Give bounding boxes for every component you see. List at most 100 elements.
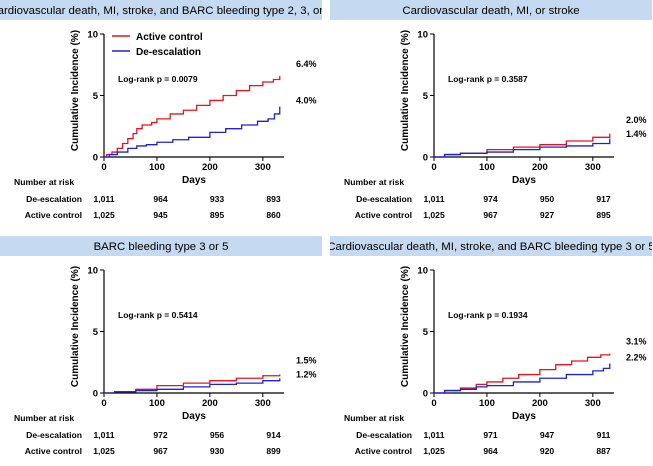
y-tick-label: 10 — [87, 266, 98, 277]
y-tick-label: 5 — [423, 91, 429, 102]
y-tick-label: 10 — [417, 30, 428, 41]
logrank-p-value: Log-rank p = 0.3587 — [448, 74, 528, 84]
km-panel-top-left: Cardiovascular death, MI, stroke, and BA… — [0, 0, 322, 228]
risk-value: 947 — [540, 430, 555, 440]
km-chart-svg: Cardiovascular death, MI, stroke, and BA… — [330, 236, 652, 456]
risk-value: 1,011 — [423, 430, 444, 440]
risk-value: 945 — [153, 210, 168, 220]
y-axis-label: Cumulative Incidence (%) — [400, 30, 411, 151]
x-tick-label: 200 — [202, 398, 218, 409]
x-axis-label: Days — [182, 175, 206, 186]
risk-value: 971 — [483, 430, 498, 440]
x-tick-label: 0 — [101, 398, 106, 409]
y-tick-label: 0 — [93, 153, 98, 164]
risk-table-header: Number at risk — [344, 413, 404, 423]
y-tick-label: 5 — [423, 327, 429, 338]
end-percentage-label: 2.2% — [626, 352, 647, 362]
x-tick-label: 300 — [585, 398, 601, 409]
risk-value: 964 — [153, 194, 168, 204]
risk-row-label: Active control — [25, 210, 82, 220]
end-percentage-label: 3.1% — [626, 337, 647, 347]
risk-value: 933 — [210, 194, 225, 204]
title-band — [0, 0, 322, 20]
risk-value: 967 — [153, 446, 168, 456]
chart-title: BARC bleeding type 3 or 5 — [94, 241, 229, 253]
chart-title: Cardiovascular death, MI, stroke, and BA… — [0, 5, 322, 17]
risk-table-header: Number at risk — [344, 177, 404, 187]
risk-value: 1,025 — [93, 210, 115, 220]
risk-row-label: De-escalation — [356, 430, 412, 440]
end-percentage-label: 1.4% — [626, 129, 647, 139]
y-tick-label: 10 — [417, 266, 428, 277]
series-line-active-control — [434, 353, 611, 394]
legend-entry: De-escalation — [136, 47, 201, 58]
x-axis-label: Days — [512, 175, 536, 186]
end-percentage-label: 4.0% — [296, 96, 317, 106]
x-axis-label: Days — [512, 411, 536, 422]
end-percentage-label: 1.5% — [296, 355, 317, 365]
series-line-de-escalation — [434, 138, 611, 158]
title-band — [0, 236, 322, 256]
x-tick-label: 200 — [532, 398, 548, 409]
risk-value: 1,011 — [93, 430, 114, 440]
x-tick-label: 0 — [431, 398, 436, 409]
x-tick-label: 300 — [255, 162, 271, 173]
risk-value: 911 — [597, 430, 611, 440]
risk-value: 950 — [540, 194, 555, 204]
risk-value: 893 — [266, 194, 281, 204]
series-line-active-control — [104, 75, 281, 158]
y-axis-label: Cumulative Incidence (%) — [70, 266, 81, 387]
logrank-p-value: Log-rank p = 0.5414 — [118, 310, 198, 320]
risk-row-label: De-escalation — [26, 194, 82, 204]
risk-row-label: De-escalation — [356, 194, 412, 204]
end-percentage-label: 1.2% — [296, 369, 317, 379]
x-tick-label: 100 — [149, 162, 165, 173]
km-chart-svg: Cardiovascular death, MI, stroke, and BA… — [0, 0, 322, 220]
risk-value: 1,025 — [423, 210, 445, 220]
risk-row-label: Active control — [355, 210, 412, 220]
end-percentage-label: 2.0% — [626, 115, 647, 125]
risk-value: 972 — [153, 430, 168, 440]
risk-value: 860 — [266, 210, 281, 220]
title-band — [330, 236, 652, 256]
risk-value: 974 — [483, 194, 498, 204]
logrank-p-value: Log-rank p = 0.1934 — [448, 310, 528, 320]
x-tick-label: 0 — [431, 162, 436, 173]
y-tick-label: 5 — [93, 91, 99, 102]
km-panel-bottom-left: BARC bleeding type 3 or 5 0 5 10 0 100 200 300 C… — [0, 236, 322, 464]
risk-value: 1,011 — [423, 194, 444, 204]
risk-value: 1,025 — [423, 446, 445, 456]
km-chart-svg: Cardiovascular death, MI, or stroke05100… — [330, 0, 652, 220]
risk-value: 927 — [540, 210, 555, 220]
risk-row-label: Active control — [25, 446, 82, 456]
risk-table-header: Number at risk — [14, 177, 74, 187]
risk-value: 1,011 — [93, 194, 114, 204]
km-panel-top-right: Cardiovascular death, MI, or stroke 0 5 10 0… — [330, 0, 652, 228]
risk-value: 914 — [266, 430, 281, 440]
risk-table-header: Number at risk — [14, 413, 74, 423]
risk-value: 895 — [596, 210, 611, 220]
y-tick-label: 0 — [423, 389, 428, 400]
risk-row-label: Active control — [355, 446, 412, 456]
y-tick-label: 0 — [423, 153, 428, 164]
risk-row-label: De-escalation — [26, 430, 82, 440]
y-tick-label: 5 — [93, 327, 99, 338]
risk-value: 956 — [210, 430, 225, 440]
chart-title: Cardiovascular death, MI, stroke, and BA… — [330, 241, 652, 253]
risk-value: 887 — [596, 446, 611, 456]
risk-value: 964 — [483, 446, 498, 456]
y-tick-label: 10 — [87, 30, 98, 41]
series-line-de-escalation — [104, 106, 281, 158]
series-line-de-escalation — [104, 378, 281, 394]
risk-value: 899 — [266, 446, 281, 456]
y-axis-label: Cumulative Incidence (%) — [400, 266, 411, 387]
km-panel-bottom-right: Cardiovascular death, MI, stroke, and BA… — [330, 236, 652, 464]
x-tick-label: 300 — [255, 398, 271, 409]
risk-value: 917 — [596, 194, 611, 204]
x-tick-label: 0 — [101, 162, 106, 173]
x-axis-label: Days — [182, 411, 206, 422]
logrank-p-value: Log-rank p = 0.0079 — [118, 74, 198, 84]
y-tick-label: 0 — [93, 389, 98, 400]
title-band — [330, 0, 652, 20]
